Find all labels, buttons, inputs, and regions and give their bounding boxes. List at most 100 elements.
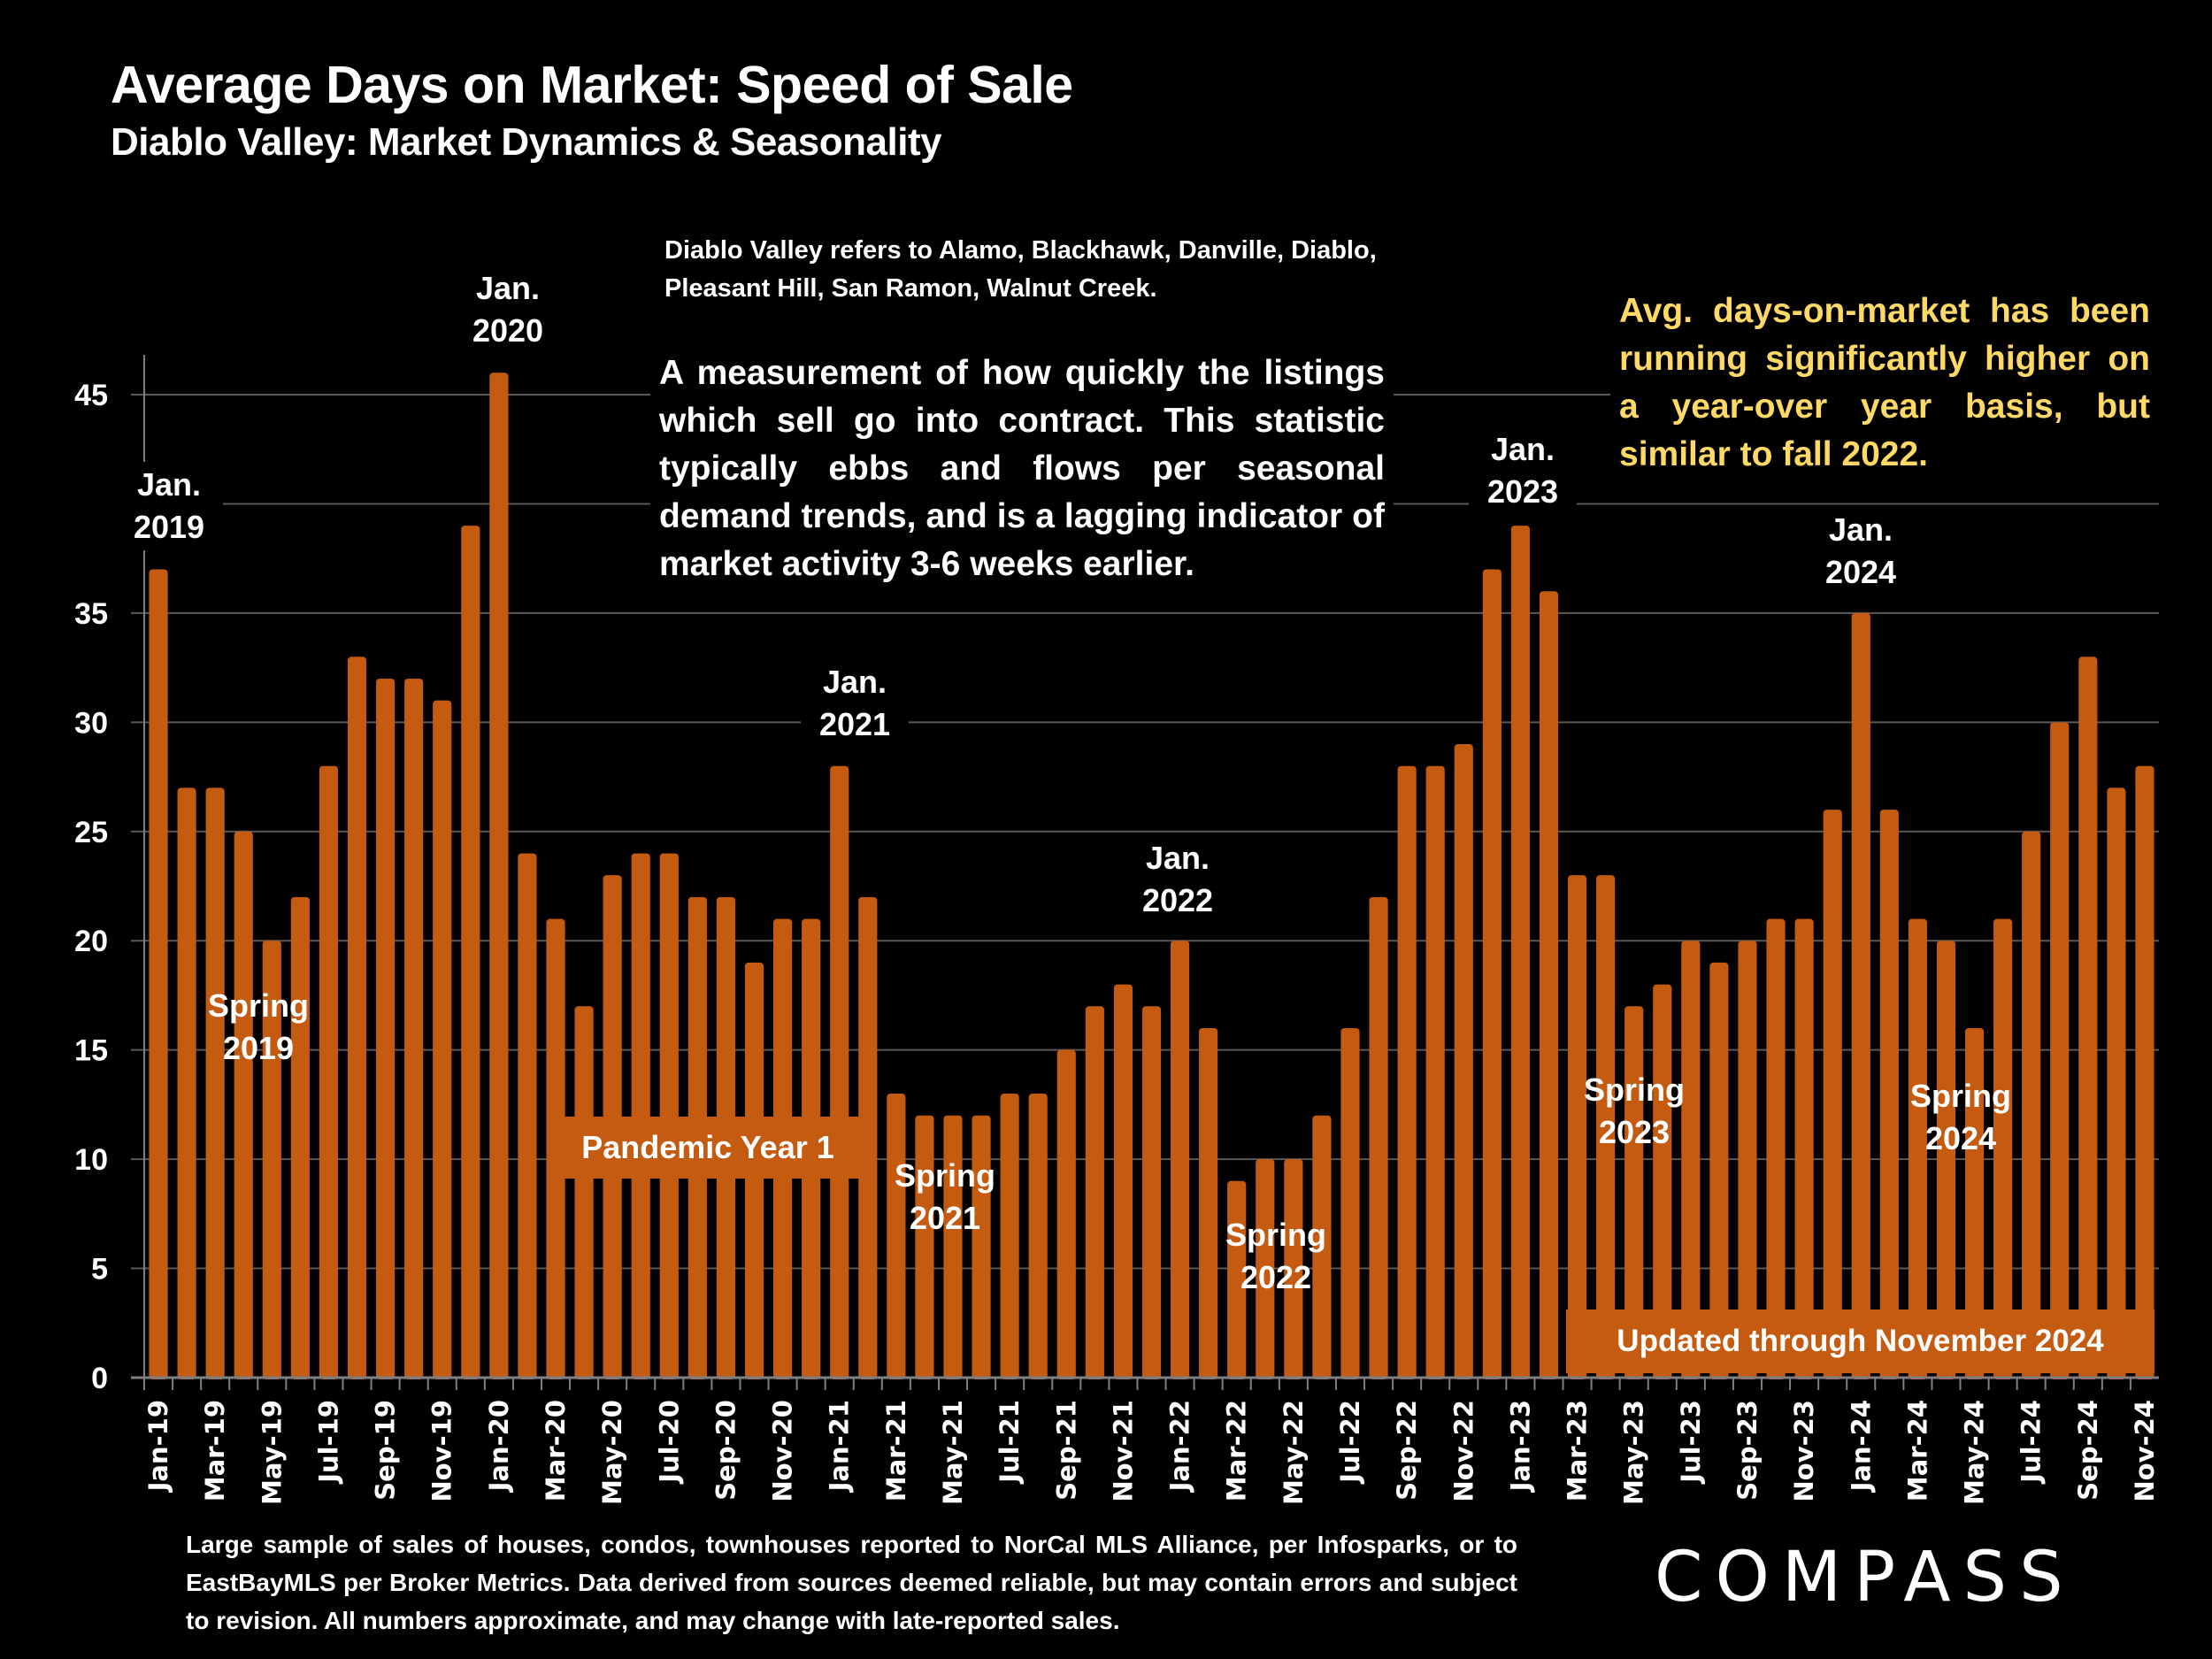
bar-Mar-24: [1908, 918, 1927, 1379]
bar-Jun-21: [972, 1115, 991, 1379]
bar-Nov-23: [1794, 918, 1814, 1379]
updated-through-label: Updated through November 2024: [1566, 1310, 2154, 1373]
x-tick-label: May-22: [1279, 1400, 1309, 1505]
bar-Dec-22: [1482, 569, 1502, 1379]
x-tick-label: Mar-20: [541, 1400, 571, 1502]
y-tick-label: 35: [74, 597, 108, 631]
annotation-line: Spring: [895, 1157, 995, 1194]
annotation-line: Jan.: [822, 664, 887, 700]
annotation-spring-2023: Spring 2023: [1581, 1069, 1687, 1154]
bar-May-24: [1964, 1027, 1985, 1379]
x-tick-label: Jul-22: [1335, 1400, 1365, 1485]
annotation-line: Jan.: [1145, 840, 1210, 876]
annotation-line: 2021: [818, 706, 891, 742]
bar-Apr-21: [915, 1115, 934, 1379]
annotation-line: Jan.: [136, 466, 202, 503]
bar-Feb-21: [858, 896, 878, 1379]
annotation-line: Spring: [208, 987, 309, 1024]
bar-May-23: [1624, 1006, 1644, 1379]
annotation-line: 2019: [222, 1030, 295, 1066]
annotation-line: 2022: [1141, 882, 1214, 918]
x-tick-label: Jul-19: [313, 1400, 343, 1485]
pandemic-year-label: Pandemic Year 1: [553, 1117, 863, 1179]
annotation-line: Spring: [1910, 1078, 2011, 1114]
x-tick-label: Jul-24: [2016, 1400, 2047, 1485]
x-tick-label: Nov-19: [427, 1400, 457, 1502]
bar-Nov-21: [1113, 984, 1133, 1379]
y-tick-label: 20: [74, 925, 108, 958]
y-tick-label: 15: [74, 1034, 108, 1068]
annotation-line: 2021: [909, 1200, 981, 1236]
annotation-jan-2023: Jan. 2023: [1469, 426, 1577, 515]
bar-Jun-20: [631, 853, 650, 1379]
bar-Nov-19: [433, 700, 452, 1379]
x-tick-label: May-24: [1960, 1400, 1990, 1505]
bar-Apr-24: [1936, 941, 1956, 1379]
y-tick-label: 10: [74, 1143, 108, 1177]
chart-subtitle: Diablo Valley: Market Dynamics & Seasona…: [111, 120, 942, 164]
annotation-line: Jan.: [475, 270, 541, 306]
x-tick-label: Jan-19: [143, 1400, 173, 1493]
bar-Jan-19: [149, 569, 168, 1379]
x-tick-label: Mar-24: [1902, 1400, 1932, 1502]
bar-Dec-19: [461, 526, 480, 1379]
bar-Feb-23: [1539, 591, 1559, 1379]
bar-Aug-21: [1028, 1094, 1048, 1379]
bar-Sep-24: [2078, 657, 2098, 1379]
x-tick-label: May-21: [938, 1400, 968, 1505]
bar-Apr-19: [234, 831, 253, 1379]
bar-Sep-19: [376, 678, 396, 1379]
bar-Feb-20: [518, 853, 537, 1379]
annotation-spring-2021: Spring 2021: [892, 1155, 998, 1240]
annotation-line: 2022: [1240, 1259, 1312, 1295]
bar-Feb-22: [1199, 1027, 1218, 1379]
bar-Jun-22: [1312, 1115, 1332, 1379]
x-tick-label: Mar-21: [881, 1400, 911, 1502]
x-tick-label: Nov-23: [1789, 1400, 1819, 1502]
x-tick-label: Mar-22: [1222, 1400, 1252, 1502]
x-tick-label: May-23: [1619, 1400, 1649, 1505]
source-footnote: Large sample of sales of houses, condos,…: [186, 1531, 1517, 1634]
bar-Jun-24: [1993, 918, 2013, 1379]
bar-Aug-23: [1709, 962, 1729, 1379]
y-tick-labels: 0 5 10 15 20 25 30 35 45: [74, 379, 108, 1395]
annotation-jan-2022: Jan. 2022: [1124, 835, 1232, 924]
region-note: Diablo Valley refers to Alamo, Blackhawk…: [659, 232, 1395, 308]
annotation-line: 2020: [472, 312, 544, 349]
bar-Jul-19: [319, 765, 339, 1379]
annotation-spring-2019: Spring 2019: [205, 985, 311, 1070]
x-tick-label: Sep-22: [1392, 1400, 1422, 1501]
bar-Aug-19: [347, 657, 367, 1379]
x-tick-label: Jul-20: [654, 1400, 684, 1485]
bar-Apr-20: [574, 1006, 594, 1379]
y-tick-label: 30: [74, 706, 108, 740]
bar-Nov-24: [2135, 765, 2154, 1379]
x-tick-label: Nov-20: [768, 1400, 798, 1502]
bar-Mar-19: [205, 787, 225, 1379]
bar-Jan-21: [830, 765, 849, 1379]
y-tick-label: 0: [91, 1362, 108, 1395]
bar-Jul-24: [2022, 831, 2041, 1379]
bar-Jan-22: [1170, 941, 1190, 1379]
bar-Sep-22: [1397, 765, 1417, 1379]
annotation-line: Jan.: [1490, 431, 1555, 467]
annotation-jan-2024: Jan. 2024: [1807, 507, 1915, 595]
x-tick-label: Sep-19: [371, 1400, 401, 1501]
x-tick-label: Sep-21: [1051, 1400, 1081, 1501]
bar-Jan-24: [1851, 612, 1870, 1379]
x-tick-label: Jan-20: [484, 1400, 514, 1493]
axes: [131, 355, 2159, 1390]
x-tick-label: Jan-23: [1505, 1400, 1535, 1493]
annotation-line: 2019: [133, 509, 205, 545]
annotation-line: 2023: [1486, 473, 1559, 510]
x-tick-label: May-19: [257, 1400, 287, 1505]
bar-Apr-22: [1256, 1159, 1275, 1379]
bar-Oct-21: [1085, 1006, 1104, 1379]
y-tick-label: 5: [91, 1253, 108, 1286]
bar-Aug-22: [1369, 896, 1388, 1379]
x-tick-label: Jul-23: [1676, 1400, 1706, 1485]
x-tick-label: Sep-20: [710, 1400, 741, 1501]
bar-Oct-22: [1425, 765, 1445, 1379]
annotation-line: Spring: [1225, 1217, 1326, 1253]
annotation-line: Spring: [1584, 1071, 1685, 1108]
